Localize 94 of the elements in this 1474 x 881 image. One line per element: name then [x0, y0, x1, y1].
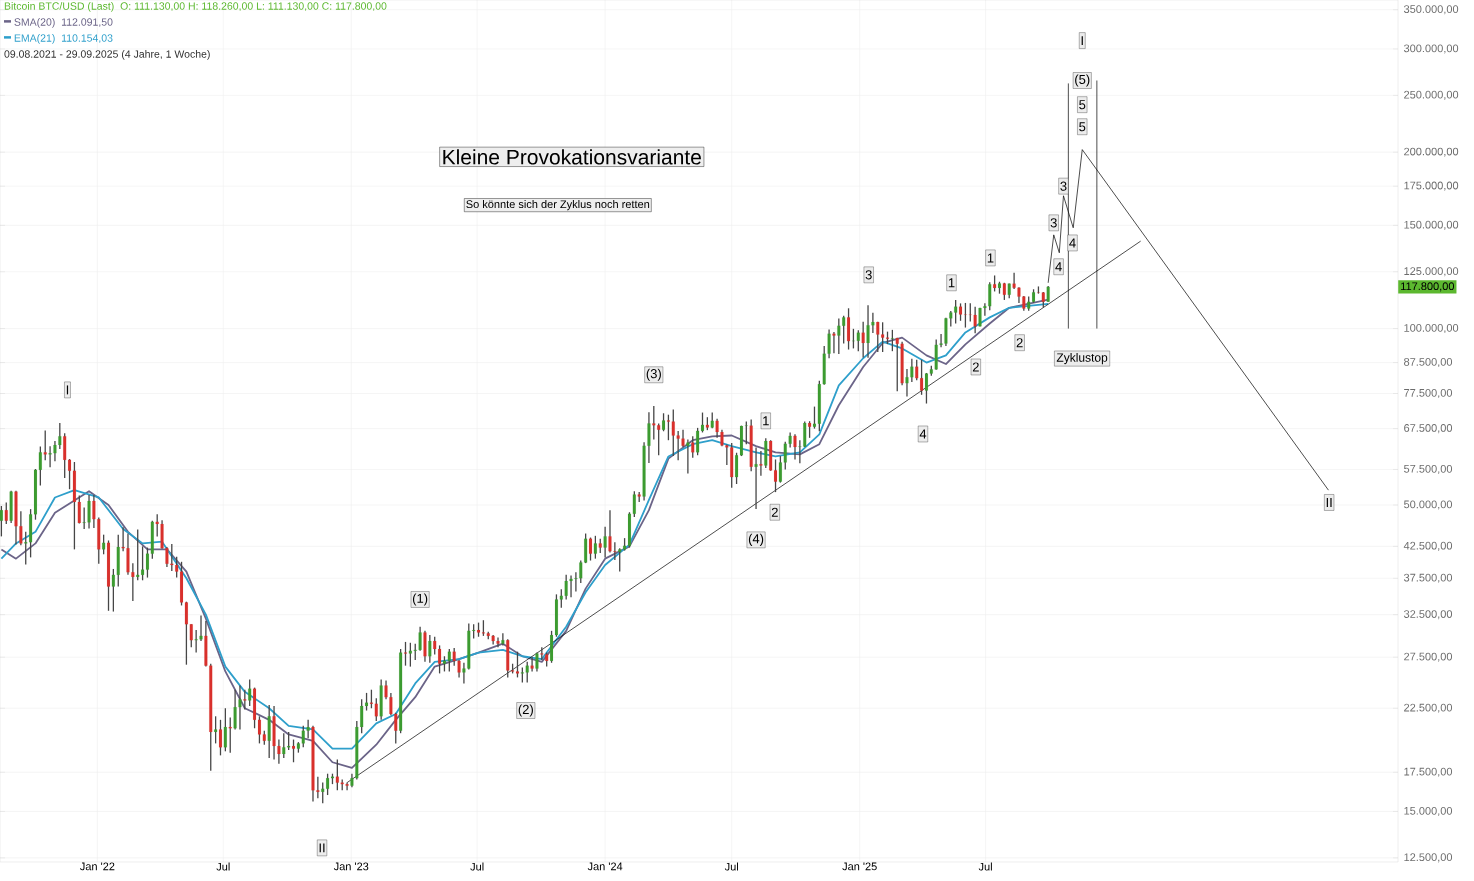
- y-tick-label: 300.000,00: [1403, 44, 1459, 54]
- y-tick-label: 15.000,00: [1404, 806, 1453, 817]
- annotation: 1: [763, 416, 769, 426]
- candlestick: [686, 438, 690, 475]
- y-tick-label: 150.000,00: [1404, 220, 1459, 230]
- annotation: 4: [1069, 238, 1076, 248]
- annotation: 1: [948, 278, 955, 288]
- x-tick-label: Jul: [216, 862, 230, 871]
- annotation: 1: [987, 253, 994, 263]
- annotation: 09.08.2021 - 29.09.2025 (4 Jahre, 1 Woche): [4, 50, 210, 60]
- annotation: II: [1326, 498, 1332, 507]
- y-tick-label: 42.500,00: [1403, 541, 1453, 551]
- y-tick-label: 57.500,00: [1404, 464, 1453, 474]
- y-tick-label: 125.000,00: [1404, 267, 1459, 277]
- candlestick: [403, 641, 408, 667]
- x-tick-label: Jan '23: [333, 862, 369, 871]
- annotation: O: 111.130,00 H: 118.260,00 L: 111.130,00 C: 117.800,00: [120, 2, 387, 11]
- text: 117.800,00: [1401, 282, 1455, 292]
- annotation: 4: [1055, 262, 1062, 272]
- text: Bitcoin BTC/USD (Last): [4, 2, 114, 12]
- candlestick: [861, 321, 865, 359]
- candlestick: [223, 707, 227, 752]
- annotation: II: [319, 843, 325, 853]
- y-tick-label: 50.000,00: [1404, 500, 1453, 510]
- candlestick: [832, 331, 836, 354]
- candlestick: [4, 501, 8, 525]
- annotation: (5): [1075, 74, 1090, 87]
- annotation: (1): [412, 593, 428, 606]
- y-tick-label: 77.500,00: [1404, 388, 1453, 399]
- candlestick: [997, 281, 1001, 295]
- candlestick: [759, 450, 763, 477]
- candlestick: [292, 738, 296, 763]
- candlestick: [691, 435, 695, 459]
- text: So könnte sich der Zyklus noch retten: [466, 200, 650, 211]
- y-tick-label: 27.500,00: [1404, 652, 1453, 662]
- x-tick-label: Jul: [470, 862, 484, 871]
- candlestick: [890, 329, 894, 352]
- candlestick: [847, 307, 851, 351]
- legend-label: EMA(21): [14, 34, 55, 44]
- y-tick-label: 200.000,00: [1404, 147, 1459, 157]
- annotation: 110.154,03: [61, 34, 113, 43]
- y-tick-label: 350.000,00: [1403, 5, 1459, 15]
- annotation: 3: [1050, 218, 1057, 228]
- annotation: (4): [748, 533, 764, 546]
- candlestick: [589, 536, 593, 562]
- y-tick-label: 100.000,00: [1404, 324, 1459, 334]
- annotation: 112.091,50: [61, 18, 113, 27]
- annotation: (2): [518, 704, 533, 717]
- x-tick-label: Jan '22: [79, 862, 115, 871]
- y-tick-label: 175.000,00: [1404, 181, 1459, 191]
- candlestick: [428, 634, 432, 664]
- x-tick-label: Jul: [978, 862, 992, 871]
- annotation: 2: [771, 507, 778, 517]
- annotation: 3: [1060, 181, 1067, 191]
- annotation: I: [1081, 36, 1083, 46]
- x-tick-label: Jan '24: [587, 862, 623, 871]
- text: Kleine Provokationsvariante: [443, 149, 701, 165]
- candlestick: [593, 535, 597, 560]
- annotation: 2: [1016, 338, 1023, 348]
- candlestick: [102, 534, 106, 555]
- y-tick-label: 17.500,00: [1404, 767, 1453, 777]
- y-tick-label: 250.000,00: [1404, 90, 1459, 100]
- annotation: 5: [1079, 122, 1086, 132]
- candlestick: [530, 656, 534, 673]
- candlestick: [218, 719, 222, 757]
- annotation: I: [66, 385, 69, 395]
- candlestick: [793, 433, 797, 461]
- candlestick: [754, 446, 758, 510]
- annotation: 2: [972, 362, 979, 372]
- candlestick: [0, 505, 3, 538]
- annotation: 3: [865, 270, 872, 280]
- candlestick: [228, 716, 232, 754]
- y-tick-label: 32.500,00: [1403, 610, 1453, 620]
- candlestick: [214, 715, 218, 745]
- annotation: 4: [919, 429, 927, 439]
- annotation: 5: [1079, 100, 1086, 110]
- candlestick: [603, 526, 607, 559]
- y-tick-label: 67.500,00: [1404, 424, 1453, 434]
- y-tick-label: 22.500,00: [1404, 703, 1453, 713]
- legend-label: SMA(20): [14, 18, 55, 28]
- x-tick-label: Jul: [724, 862, 738, 871]
- candlestick: [107, 539, 111, 612]
- y-tick-label: 87.500,00: [1404, 358, 1453, 368]
- candlestick: [243, 689, 247, 711]
- y-tick-label: 12.500,00: [1404, 853, 1453, 863]
- candlestick: [885, 330, 890, 345]
- candlestick: [248, 678, 252, 707]
- candlestick: [43, 429, 47, 461]
- y-tick-label: 37.500,00: [1403, 573, 1453, 583]
- x-tick-label: Jan '25: [842, 862, 877, 871]
- annotation: (3): [646, 368, 661, 381]
- candlestick: [501, 632, 505, 647]
- annotation: Zyklustop: [1056, 352, 1108, 365]
- candlestick: [423, 630, 427, 663]
